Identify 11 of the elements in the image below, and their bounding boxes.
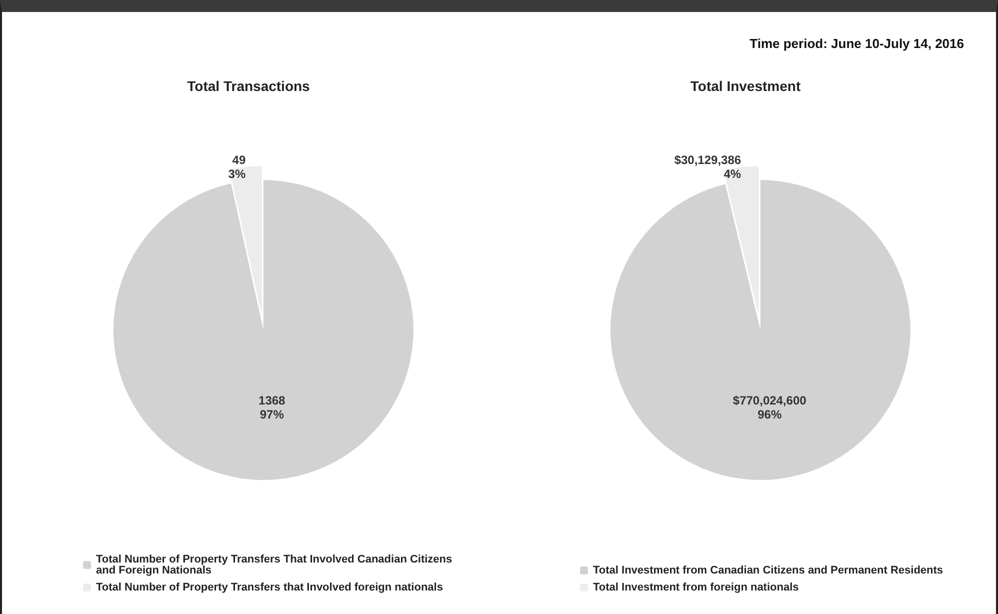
legend-label: Total Number of Property Transfers That Involved Canadian Citizens and Foreign Nationals	[96, 554, 456, 576]
data-label: 1368 97%	[258, 394, 286, 422]
text: Time period: June 10-July 14, 2016	[750, 36, 964, 51]
chart-title: Total Transactions	[187, 78, 310, 94]
legend-label: Total Investment from foreign nationals	[593, 582, 799, 594]
legend-label: Total Investment from Canadian Citizens and Permanent Residents	[593, 564, 944, 576]
data-label: $770,024,600 96%	[732, 393, 807, 422]
data-label: $30,129,386 4%	[674, 153, 742, 182]
legend-label: Total Number of Property Transfers that Involved foreign nationals	[96, 582, 443, 594]
chart-title: Total Investment	[690, 78, 801, 94]
data-label: 49 3%	[228, 152, 246, 181]
